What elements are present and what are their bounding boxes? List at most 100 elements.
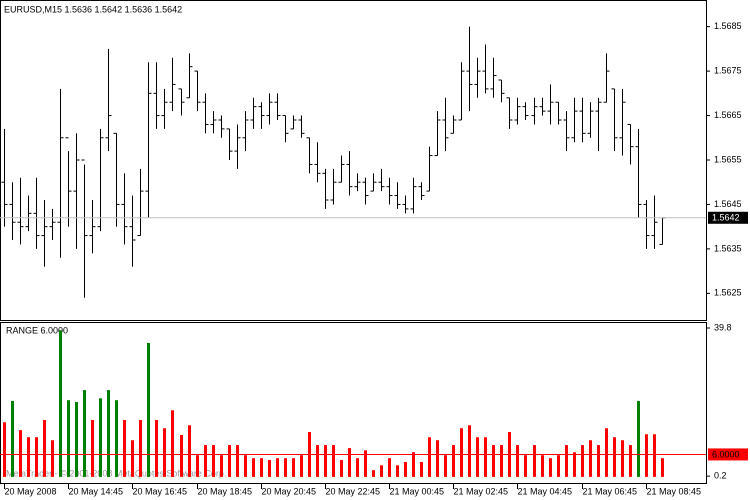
bar — [107, 390, 110, 477]
bar — [372, 470, 375, 477]
bar — [19, 430, 22, 477]
x-tick-label: 21 May 08:45 — [647, 486, 702, 496]
bar — [629, 445, 632, 477]
bar — [396, 465, 399, 477]
bar — [115, 400, 118, 477]
bar — [364, 450, 367, 477]
x-tick-label: 21 May 02:45 — [454, 486, 509, 496]
y-tick-label: 1.5655 — [714, 154, 742, 164]
bar — [428, 437, 431, 477]
bar — [35, 437, 38, 477]
bar — [131, 440, 134, 477]
x-tick-label: 20 May 2008 — [5, 486, 57, 496]
bar — [324, 445, 327, 477]
bar — [228, 445, 231, 477]
bar — [484, 437, 487, 477]
x-tick-label: 20 May 16:45 — [133, 486, 188, 496]
bar — [332, 445, 335, 477]
y-tick-label: 39.8 — [714, 322, 732, 332]
chart-title: EURUSD,M15 1.5636 1.5642 1.5636 1.5642 — [4, 4, 182, 14]
y-tick-label: 1.5665 — [714, 110, 742, 120]
bar — [204, 445, 207, 477]
bar — [412, 452, 415, 477]
current-price-box — [708, 211, 748, 224]
bar — [340, 460, 343, 477]
bar — [452, 445, 455, 477]
bar — [533, 445, 536, 477]
bar — [59, 330, 62, 477]
bar — [155, 420, 158, 477]
bar — [573, 452, 576, 477]
bar — [476, 437, 479, 477]
y-tick-label: 0.2 — [714, 471, 727, 481]
x-tick-label: 20 May 20:45 — [262, 486, 317, 496]
bar — [500, 445, 503, 477]
bar — [212, 445, 215, 477]
bar — [252, 458, 255, 477]
bar — [420, 461, 423, 477]
bar — [163, 428, 166, 477]
bar — [83, 390, 86, 477]
bar — [565, 445, 568, 477]
bar — [43, 420, 46, 477]
bar — [605, 428, 608, 477]
bar — [91, 420, 94, 477]
indicator-title: RANGE 6.0000 — [6, 325, 68, 335]
price-pane — [0, 0, 707, 321]
bar — [581, 445, 584, 477]
bar — [516, 445, 519, 477]
level-box — [708, 448, 748, 461]
bar — [356, 458, 359, 477]
y-tick-label: 1.5625 — [714, 288, 742, 298]
bar — [300, 455, 303, 477]
bar — [460, 428, 463, 477]
bar — [180, 434, 183, 477]
bar — [11, 400, 14, 477]
bar — [621, 440, 624, 477]
bar — [196, 455, 199, 477]
bar — [549, 458, 552, 477]
bar — [444, 455, 447, 477]
bar — [645, 434, 648, 477]
y-tick-label: 1.5645 — [714, 199, 742, 209]
x-tick-label: 20 May 14:45 — [69, 486, 124, 496]
bar — [27, 437, 30, 477]
bar — [51, 440, 54, 477]
bar — [220, 455, 223, 477]
bar — [468, 425, 471, 477]
x-tick-label: 21 May 00:45 — [390, 486, 445, 496]
bar — [236, 445, 239, 477]
x-tick-label: 20 May 18:45 — [198, 486, 253, 496]
bar — [653, 434, 656, 477]
bar — [244, 455, 247, 477]
x-tick-label: 20 May 22:45 — [326, 486, 381, 496]
bar — [139, 420, 142, 477]
x-tick-label: 21 May 04:45 — [518, 486, 573, 496]
bar — [637, 400, 640, 477]
bar — [284, 458, 287, 477]
bar — [75, 402, 78, 477]
level-label: 6.0000 — [712, 449, 740, 459]
bar — [524, 455, 527, 477]
bar — [276, 458, 279, 477]
bar — [268, 460, 271, 477]
bar — [388, 458, 391, 477]
x-tick-label: 21 May 06:45 — [583, 486, 638, 496]
bar — [123, 420, 126, 477]
bar — [171, 410, 174, 477]
bar — [661, 458, 664, 477]
bar — [316, 445, 319, 477]
current-price-label: 1.5642 — [712, 213, 740, 223]
y-tick-label: 1.5635 — [714, 243, 742, 253]
bar — [404, 461, 407, 477]
bar — [613, 437, 616, 477]
bar — [492, 445, 495, 477]
bar — [541, 455, 544, 477]
bar — [260, 458, 263, 477]
bar — [292, 458, 295, 477]
bar — [589, 440, 592, 477]
indicator-pane — [0, 322, 707, 484]
bar — [597, 445, 600, 477]
bar — [3, 422, 6, 477]
